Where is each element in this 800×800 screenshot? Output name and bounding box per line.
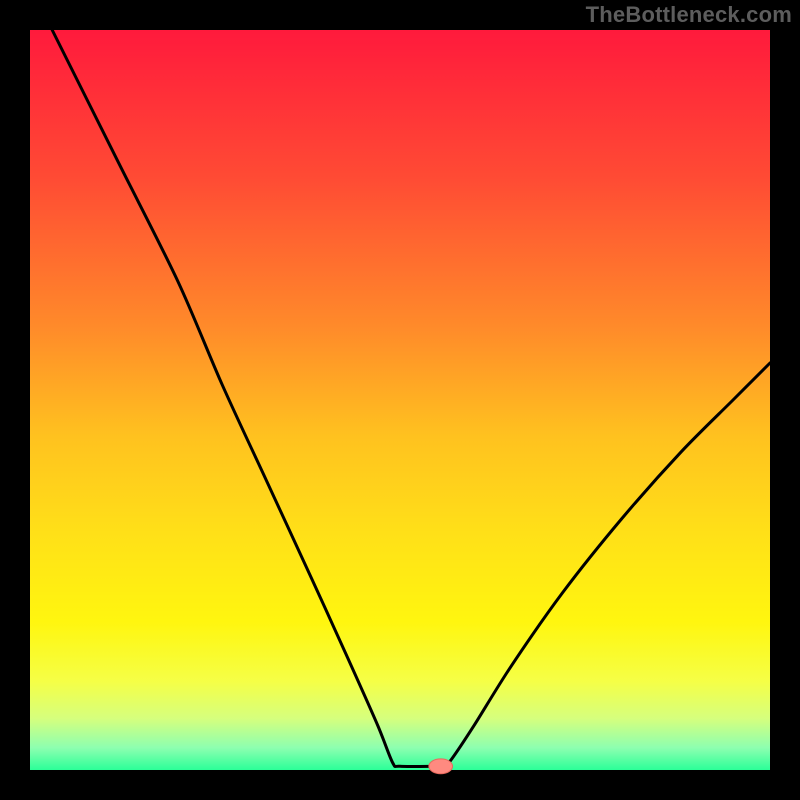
plot-background bbox=[30, 30, 770, 770]
chart-container: TheBottleneck.com bbox=[0, 0, 800, 800]
optimal-point-marker bbox=[429, 759, 453, 774]
bottleneck-chart bbox=[0, 0, 800, 800]
watermark-label: TheBottleneck.com bbox=[586, 2, 792, 28]
